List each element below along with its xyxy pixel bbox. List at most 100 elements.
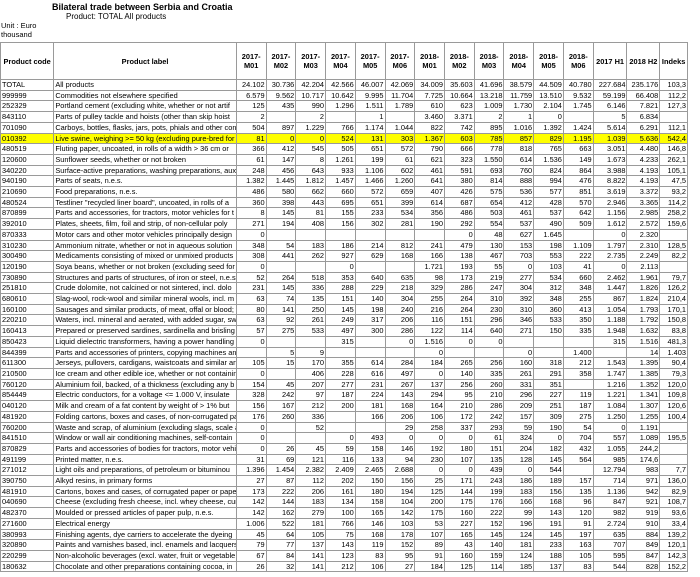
value-cell: 94: [384, 453, 416, 466]
value-cell: 75: [325, 528, 356, 541]
value-cell: 140: [473, 539, 505, 551]
value-cell: 143: [384, 389, 416, 402]
value-cell: 610: [414, 100, 445, 113]
value-cell: 126,2: [659, 282, 688, 295]
table-row: 160413 Prepared or preserved sardines, sa…: [0, 325, 688, 337]
value-cell: 198: [533, 239, 564, 252]
value-cell: 216: [414, 303, 445, 316]
product-code: 320890: [0, 539, 55, 551]
value-cell: 1.392: [533, 121, 564, 134]
product-label: Non-alcoholic beverages (excl. water, fr…: [53, 549, 237, 562]
value-cell: 651: [354, 143, 386, 155]
value-cell: 296: [503, 389, 535, 402]
value-cell: 1.055: [592, 442, 628, 455]
value-cell: 200: [325, 400, 356, 412]
column-header: 2018 H2: [626, 42, 661, 80]
value-cell: [659, 442, 688, 455]
product-code: 040690: [0, 496, 55, 509]
value-cell: 286: [473, 400, 505, 412]
value-cell: [503, 335, 535, 348]
value-cell: 766: [325, 121, 356, 134]
value-cell: 199: [473, 485, 505, 498]
value-cell: 151: [443, 314, 475, 327]
value-cell: 168: [384, 400, 416, 412]
value-cell: 12.794: [592, 464, 628, 477]
value-cell: 206: [384, 410, 416, 423]
product-label: Live swine, weighing >= 50 kg (excluding…: [53, 132, 237, 145]
value-cell: 1.747: [592, 367, 628, 380]
product-label: Moulded or pressed articles of paper pul…: [53, 507, 237, 519]
value-cell: 175: [414, 507, 445, 519]
value-cell: 190: [533, 421, 564, 434]
value-cell: 663: [562, 143, 594, 155]
value-cell: 662: [295, 186, 327, 198]
product-code: 940190: [0, 175, 55, 188]
value-cell: 89: [414, 539, 445, 551]
value-cell: 242: [265, 389, 297, 402]
value-cell: 284: [384, 357, 416, 369]
value-cell: 693: [473, 164, 505, 177]
value-cell: 6.146: [592, 100, 628, 113]
value-cell: 0: [325, 260, 356, 273]
value-cell: 1.229: [295, 121, 327, 134]
value-cell: 591: [443, 164, 475, 177]
value-cell: 479: [443, 239, 475, 252]
value-cell: 281: [384, 218, 416, 230]
value-cell: 112,2: [659, 89, 688, 102]
value-cell: 5: [592, 111, 628, 123]
value-cell: 248: [235, 164, 267, 177]
value-cell: [384, 346, 416, 359]
value-cell: 141: [295, 549, 327, 562]
value-cell: 3.460: [414, 111, 445, 123]
value-cell: 140: [443, 367, 475, 380]
value-cell: 96: [562, 496, 594, 509]
unit: Unit : Euro thousand: [1, 21, 37, 39]
value-cell: 230: [414, 453, 445, 466]
table-row: 252329 Portland cement (excluding white, …: [0, 100, 688, 113]
value-cell: 849: [626, 539, 661, 551]
value-cell: 1.039: [592, 132, 628, 145]
product-code: 730890: [0, 271, 55, 284]
value-cell: 176: [235, 410, 267, 423]
value-cell: 142: [384, 507, 416, 519]
product-label: Medicaments consisting of mixed or unmix…: [53, 250, 237, 262]
value-cell: 184: [414, 357, 445, 369]
value-cell: 888: [503, 175, 535, 188]
value-cell: [325, 346, 356, 359]
value-cell: 575: [473, 186, 505, 198]
value-cell: 503: [473, 207, 505, 220]
value-cell: 120,6: [659, 400, 688, 412]
value-cell: 187: [562, 400, 594, 412]
value-cell: 822: [414, 121, 445, 134]
value-cell: 695: [325, 196, 356, 209]
product-code: 210500: [0, 367, 55, 380]
value-cell: 105: [295, 528, 327, 541]
product-code: 481920: [0, 410, 55, 423]
value-cell: 1.454: [265, 464, 297, 477]
value-cell: 360: [533, 303, 564, 316]
value-cell: [592, 346, 628, 359]
product-code: 760120: [0, 378, 55, 391]
table-row: 220210 Waters, incl. mineral and aerated,…: [0, 314, 688, 327]
table-row: 120600 Sunflower seeds, whether or not br…: [0, 153, 688, 166]
value-cell: 135: [473, 453, 505, 466]
value-cell: [562, 335, 594, 348]
value-cell: 847: [626, 549, 661, 562]
value-cell: 1.745: [562, 100, 594, 113]
product-label: Sausages and similar products, of meat, …: [53, 303, 237, 316]
value-cell: 0: [533, 111, 564, 123]
value-cell: 2.688: [384, 464, 416, 477]
product-label: Parts of pulley tackle and hoists (other…: [53, 111, 237, 123]
value-cell: 0: [592, 228, 628, 241]
value-cell: 97: [295, 389, 327, 402]
value-cell: 106: [414, 410, 445, 423]
product-code: 611300: [0, 357, 55, 369]
value-cell: 209: [503, 400, 535, 412]
value-cell: 337: [443, 421, 475, 434]
value-cell: 210: [473, 389, 505, 402]
product-code: 870333: [0, 228, 55, 241]
value-cell: 134: [325, 496, 356, 509]
value-cell: 143: [325, 539, 356, 551]
value-cell: 1.445: [265, 175, 297, 188]
value-cell: 407: [414, 186, 445, 198]
